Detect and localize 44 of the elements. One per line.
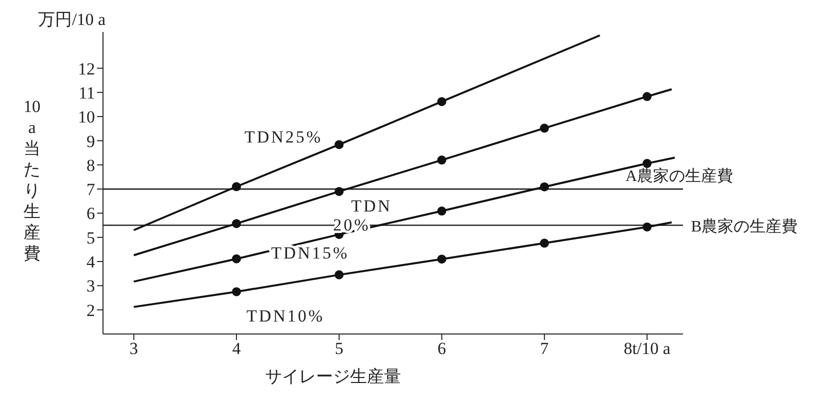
point [540,238,549,248]
x-tick-label: 5 [334,339,344,358]
point [334,270,344,280]
point [540,182,549,192]
point [437,97,446,106]
point [642,222,652,232]
point [232,254,241,264]
point [437,254,446,264]
point [232,287,241,296]
y-tick-label: 9 [86,132,95,151]
series-label: TDN25% [244,128,323,147]
ref-line-label: B農家の生産費 [691,217,798,236]
y-tick-label: 2 [86,300,95,320]
y-tick-label: 3 [86,276,95,296]
series-label: TDN15% [271,243,350,262]
x-tick-label: 3 [130,339,138,358]
y-axis-title: 10 a当たり生産費 [24,97,40,263]
point [642,92,652,102]
point [334,140,344,150]
x-tick-label: 7 [540,339,550,358]
line-series [132,34,601,232]
y-tick-label: 11 [78,83,95,102]
y-tick-label: 4 [86,252,96,272]
point [437,156,446,165]
point [437,206,446,216]
y-tick-label: 7 [86,180,96,200]
line-series [132,221,673,308]
ref-line-label: A農家の生産費 [625,167,733,186]
y-tick-label: 10 [78,108,95,127]
y-tick-label: 5 [86,228,95,248]
point [540,124,549,133]
x-tick-label: 6 [438,339,446,358]
y-tick-label: 12 [78,59,95,78]
point [334,186,344,196]
point [232,182,241,192]
text: 万円/10 a [38,9,106,31]
point [232,219,241,228]
y-tick-label: 6 [86,204,95,224]
y-tick-label: 8 [86,156,95,175]
x-tick-label: 8t/10 a [624,339,671,358]
x-axis-title: サイレージ生産量 [265,367,401,386]
point [642,158,652,168]
series-label: TDN10% [246,306,325,326]
x-tick-label: 4 [232,339,242,358]
